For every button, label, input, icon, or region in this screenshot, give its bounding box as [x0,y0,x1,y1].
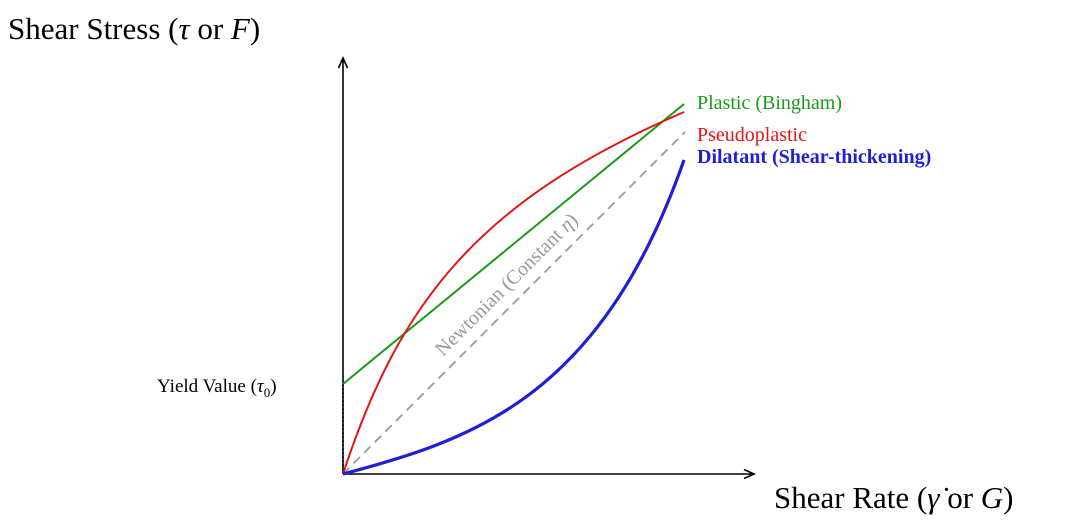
plastic-label: Plastic (Bingham) [697,92,842,114]
pseudoplastic-label: Pseudoplastic [697,124,807,146]
y-axis-arrow-icon [337,56,349,69]
pseudoplastic-curve [342,111,685,475]
plastic-line [342,103,685,385]
newtonian-label: Newtonian (Constant η) [431,209,582,360]
x-axis-title: Shear Rate (γ̇ or G) [774,480,1013,515]
yield-value-label: Yield Value (τ0) [157,376,277,400]
dilatant-curve [342,159,686,476]
y-axis-title: Shear Stress (τ or F) [8,11,260,46]
dilatant-label: Dilatant (Shear-thickening) [697,146,931,168]
x-axis-arrow-icon [743,468,756,480]
newtonian-line [342,131,686,475]
